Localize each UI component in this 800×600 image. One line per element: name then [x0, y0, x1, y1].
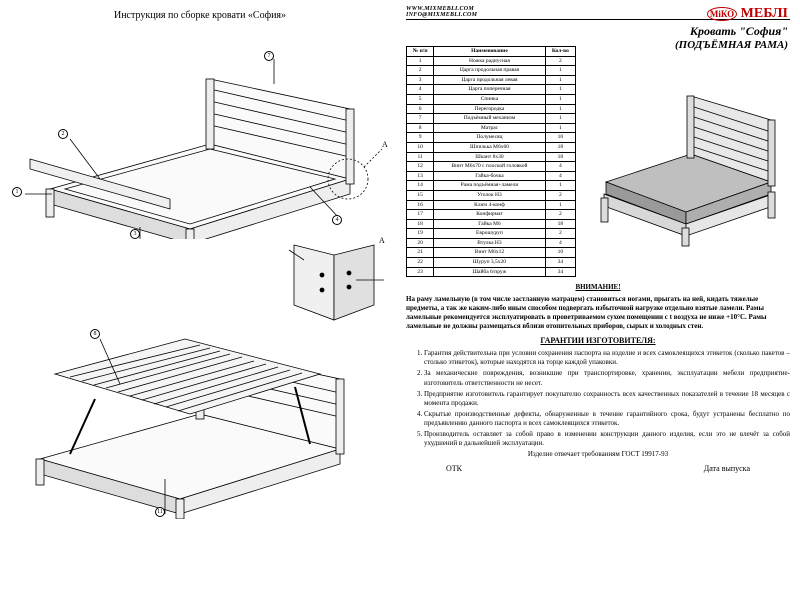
table-row: 8Матрас1 [407, 123, 576, 133]
table-row: 20Втулка Н34 [407, 238, 576, 248]
callout-8: 8 [90, 329, 100, 339]
gost-line: Изделие отвечает требованиям ГОСТ 19917-… [406, 450, 790, 458]
callout-1: 1 [12, 187, 22, 197]
table-row: 1Ножка радиусная2 [407, 56, 576, 66]
table-row: 2Царга продольная правая1 [407, 66, 576, 76]
warranty-list: Гарантия действительна при условии сохра… [406, 349, 790, 448]
table-row: 19Еврошуруп2 [407, 229, 576, 239]
warning-block: ВНИМАНИЕ! На раму ламельную (в том числе… [406, 283, 790, 330]
footer-otk: ОТК [446, 464, 462, 473]
table-row: 3Царга продольная левая1 [407, 75, 576, 85]
product-subtitle: (ПОДЪЁМНАЯ РАМА) [675, 39, 788, 51]
table-row: 6Перегородка1 [407, 104, 576, 114]
svg-text:A: A [382, 140, 388, 149]
logo-area: МіКО МЕБЛІ Кровать "София" (ПОДЪЁМНАЯ РА… [675, 6, 788, 51]
table-header: Наименование [434, 47, 545, 57]
logo: МіКО МЕБЛІ [675, 6, 788, 22]
table-row: 17Конфирмат2 [407, 210, 576, 220]
product-title: Кровать "София" [675, 24, 788, 39]
bed-render [582, 46, 790, 277]
callout-3: 3 [130, 229, 140, 239]
table-row: 10Шпилька М6х6018 [407, 142, 576, 152]
table-row: 16Ключ 4-конф1 [407, 200, 576, 210]
callout-2: 2 [58, 129, 68, 139]
callout-4: 4 [332, 215, 342, 225]
table-row: 5Спинка1 [407, 94, 576, 104]
table-header: Кол-во [545, 47, 575, 57]
left-panel: Инструкция по сборке кровати «София» [0, 0, 400, 600]
diagram-top: A 7 2 1 3 4 [6, 29, 394, 239]
table-row: 12Винт М6х70 с плоской головкой4 [407, 162, 576, 172]
warranty-item: Предприятие изготовитель гарантирует пок… [424, 390, 790, 408]
warranty-title: ГАРАНТИИ ИЗГОТОВИТЕЛЯ: [406, 336, 790, 345]
diagram-bottom: 8 11 [6, 279, 394, 519]
parts-table: № п/пНаименованиеКол-во 1Ножка радиусная… [406, 46, 576, 277]
table-row: 14Рама подъёмная+ламели1 [407, 181, 576, 191]
svg-text:A: A [379, 236, 385, 245]
footer-date: Дата выпуска [704, 464, 750, 473]
right-panel: WWW.MIXMEBLI.COM INFO@MIXMEBLI.COM МіКО … [400, 0, 800, 600]
table-row: 13Гайка-бочка4 [407, 171, 576, 181]
instruction-title: Инструкция по сборке кровати «София» [6, 10, 394, 21]
warranty-item: Гарантия действительна при условии сохра… [424, 349, 790, 367]
warning-text: На раму ламельную (в том числе застланну… [406, 295, 790, 330]
footer: ОТК Дата выпуска [406, 464, 790, 473]
callout-7: 7 [264, 51, 274, 61]
table-row: 21Винт М6х1210 [407, 248, 576, 258]
warranty-item: Производитель оставляет за собой право в… [424, 430, 790, 448]
warranty-item: За механические повреждения, возникшие п… [424, 369, 790, 387]
table-row: 15Уголок Н32 [407, 190, 576, 200]
table-row: 18Гайка М618 [407, 219, 576, 229]
table-header: № п/п [407, 47, 434, 57]
table-row: 23Шайба 6/пруж34 [407, 267, 576, 277]
table-row: 11Шкант 8х3018 [407, 152, 576, 162]
table-row: 22Шуруп 3,5х2034 [407, 258, 576, 268]
table-row: 4Царга поперечная1 [407, 85, 576, 95]
table-row: 9Полумесяц10 [407, 133, 576, 143]
callout-11: 11 [155, 507, 165, 517]
warranty-item: Скрытые производственные дефекты, обнару… [424, 410, 790, 428]
table-row: 7Подъёмный механизм1 [407, 114, 576, 124]
warning-title: ВНИМАНИЕ! [406, 283, 790, 291]
